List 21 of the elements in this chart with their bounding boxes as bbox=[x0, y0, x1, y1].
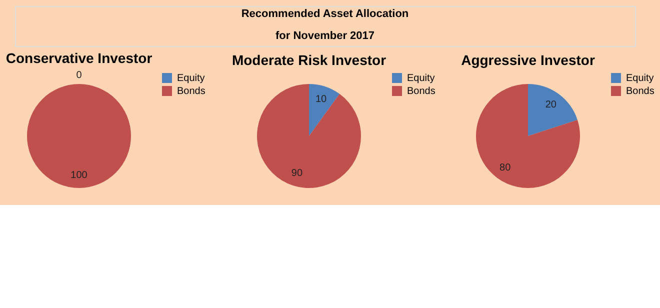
chart-title: Aggressive Investor bbox=[461, 52, 596, 68]
data-label: 10 bbox=[315, 94, 328, 105]
chart-title: Conservative Investor bbox=[6, 50, 153, 66]
pie-slice bbox=[528, 84, 578, 136]
text: for November 2017 bbox=[275, 30, 375, 42]
pie-slice bbox=[257, 84, 361, 188]
data-label: 100 bbox=[70, 170, 88, 181]
data-label: 90 bbox=[291, 168, 303, 180]
chart-title: Moderate Risk Investor bbox=[232, 52, 387, 68]
data-label: 20 bbox=[545, 99, 557, 110]
legend-label: Equity bbox=[407, 73, 435, 84]
legend-label: Equity bbox=[626, 73, 654, 84]
pie-slice bbox=[476, 84, 580, 188]
pie-slice bbox=[309, 84, 340, 136]
data-label: 80 bbox=[500, 162, 512, 174]
legend-label: Bonds bbox=[626, 86, 654, 97]
legend-label: Equity bbox=[177, 73, 205, 84]
text: Recommended Asset Allocation bbox=[241, 8, 409, 20]
legend-label: Bonds bbox=[177, 86, 206, 97]
legend-label: Bonds bbox=[407, 86, 436, 97]
text: 0 bbox=[76, 70, 82, 81]
